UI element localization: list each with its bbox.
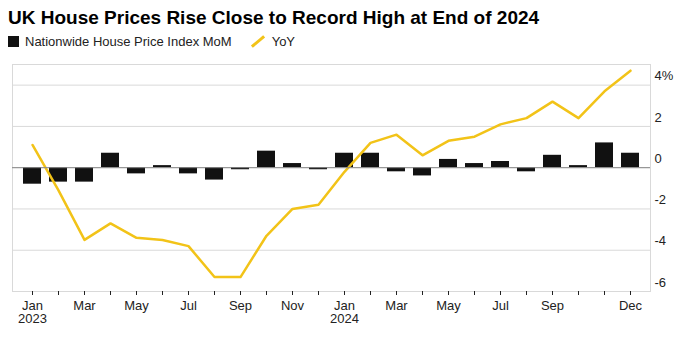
svg-text:0: 0 [655,151,662,166]
svg-text:Jul: Jul [492,298,509,313]
svg-text:Jul: Jul [180,298,197,313]
svg-text:Dec: Dec [619,298,643,313]
html-text:Nationwide House Price Index M: Nationwide House Price Index MoM [25,33,232,49]
svg-text:Mar: Mar [73,298,96,313]
svg-text:Nov: Nov [281,298,305,313]
svg-text:May: May [436,298,461,313]
svg-text:Mar: Mar [385,298,408,313]
html-text:YoY: YoY [271,33,295,49]
html-text:UK House Prices Rise Close to: UK House Prices Rise Close to Record Hig… [8,7,540,28]
svg-text:May: May [124,298,149,313]
svg-text:Sep: Sep [541,298,564,313]
svg-text:-2: -2 [655,192,667,207]
svg-text:Sep: Sep [229,298,252,313]
svg-text:2: 2 [655,110,662,125]
svg-text:Jan2023: Jan2023 [18,298,47,326]
svg-text:-6: -6 [655,275,667,290]
svg-text:-4: -4 [655,233,667,248]
svg-text:Jan2024: Jan2024 [330,298,359,326]
svg-text:4%: 4% [655,68,674,83]
